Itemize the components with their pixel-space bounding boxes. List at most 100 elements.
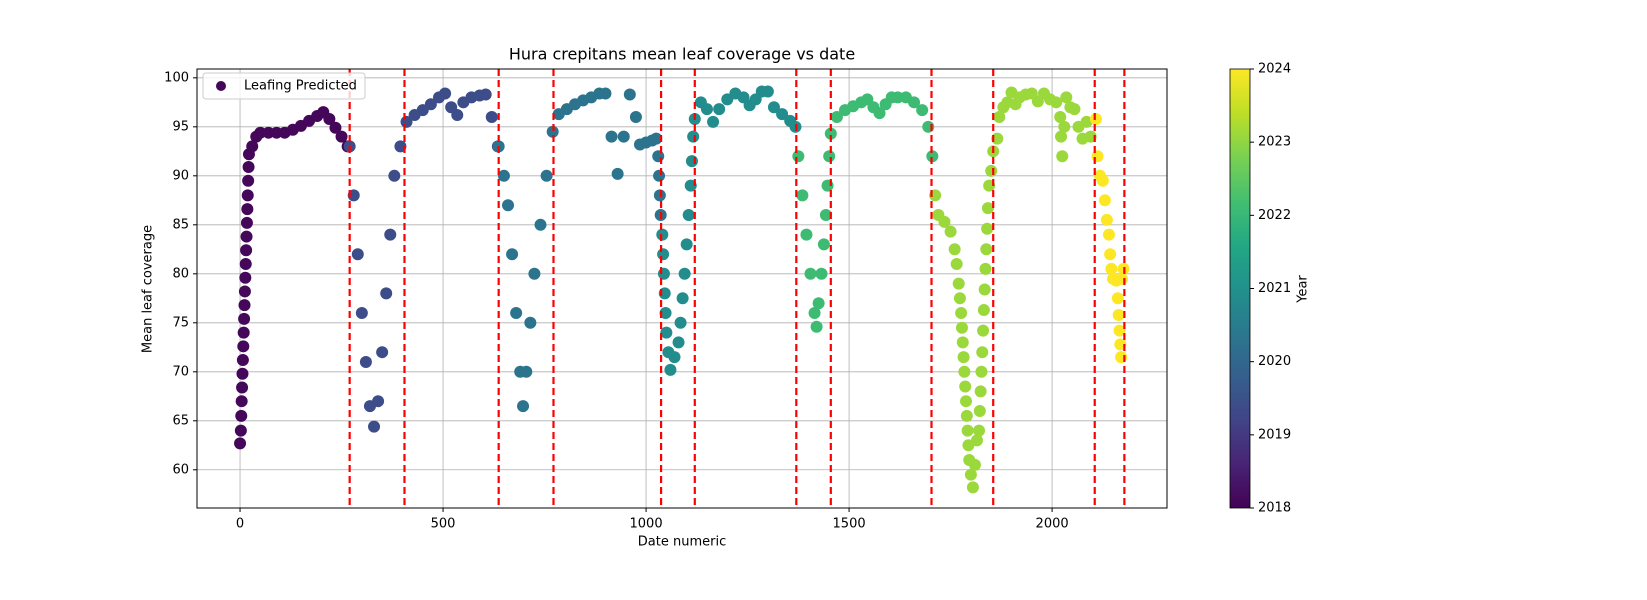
data-point [817,238,830,251]
data-point [502,199,515,212]
data-point [808,306,821,319]
data-point [796,189,809,202]
data-point [238,312,251,325]
data-point [388,169,401,182]
data-point [700,103,713,116]
data-point [985,164,998,177]
y-tick-label: 85 [172,217,189,232]
data-point [968,458,981,471]
data-point [351,248,364,261]
data-point [973,424,986,437]
data-point [1054,111,1067,124]
data-point [335,130,348,143]
data-point [957,351,970,364]
data-point [656,228,669,241]
data-point [1100,213,1113,226]
data-point [964,468,977,481]
data-point [958,365,971,378]
legend-box [202,72,366,100]
data-point [815,267,828,280]
data-point [1068,103,1081,116]
data-point [980,243,993,256]
data-point [234,437,247,450]
data-point [948,243,961,256]
data-point [767,101,780,114]
data-point [497,169,510,182]
colorbar-tick-label: 2020 [1258,354,1291,369]
data-point [823,150,836,163]
data-point [1060,91,1073,104]
data-point [242,174,255,187]
data-point [800,228,813,241]
data-point [804,267,817,280]
colorbar [1229,68,1251,509]
data-point [819,209,832,222]
chart-title: Hura crepitans mean leaf coverage vs dat… [509,45,855,64]
data-point [355,306,368,319]
legend-label: Leafing Predicted [244,79,357,94]
data-point [926,150,939,163]
data-point [1111,292,1124,305]
data-point [605,130,618,143]
data-point [664,363,677,376]
data-point [956,336,969,349]
y-tick-label: 80 [172,266,189,281]
data-point [916,104,929,117]
data-point [236,367,249,380]
data-point [617,130,630,143]
x-tick-label: 500 [431,517,456,532]
data-point [1058,120,1071,133]
data-point [520,365,533,378]
data-point [977,324,990,337]
data-point [977,304,990,317]
data-point [240,230,253,243]
data-point [810,320,823,333]
data-point [372,395,385,408]
data-point [329,121,342,134]
colorbar-tick-label: 2019 [1258,427,1291,442]
data-point [824,127,837,140]
data-point [657,248,670,261]
data-point [611,167,624,180]
data-point [235,409,248,422]
data-point [629,111,642,124]
x-tick-label: 1500 [833,517,866,532]
data-point [953,292,966,305]
data-point [1098,194,1111,207]
data-point [540,169,553,182]
data-point [524,316,537,329]
data-point [384,228,397,241]
data-point [546,125,559,138]
legend-marker [216,81,226,91]
data-point [240,216,253,229]
data-point [955,321,968,334]
y-tick-label: 100 [164,70,189,85]
data-point [680,238,693,251]
data-point [707,115,720,128]
data-point [1102,228,1115,241]
data-point [950,258,963,271]
data-point [981,202,994,215]
y-tick-label: 70 [172,364,189,379]
colorbar-tick-label: 2022 [1258,208,1291,223]
data-point [653,169,666,182]
data-point [687,130,700,143]
data-point [682,209,695,222]
data-point [908,96,921,109]
data-point [974,385,987,398]
data-point [674,316,687,329]
x-tick-label: 1000 [630,517,663,532]
data-point [952,277,965,290]
y-tick-label: 90 [172,168,189,183]
data-point [241,203,254,216]
data-point [761,85,774,98]
y-tick-label: 65 [172,413,189,428]
data-point [672,336,685,349]
data-point [653,189,666,202]
x-tick-label: 0 [236,517,244,532]
data-point [938,215,951,228]
data-point [966,481,979,494]
data-point [960,409,973,422]
data-point [238,285,251,298]
data-point [981,222,994,235]
